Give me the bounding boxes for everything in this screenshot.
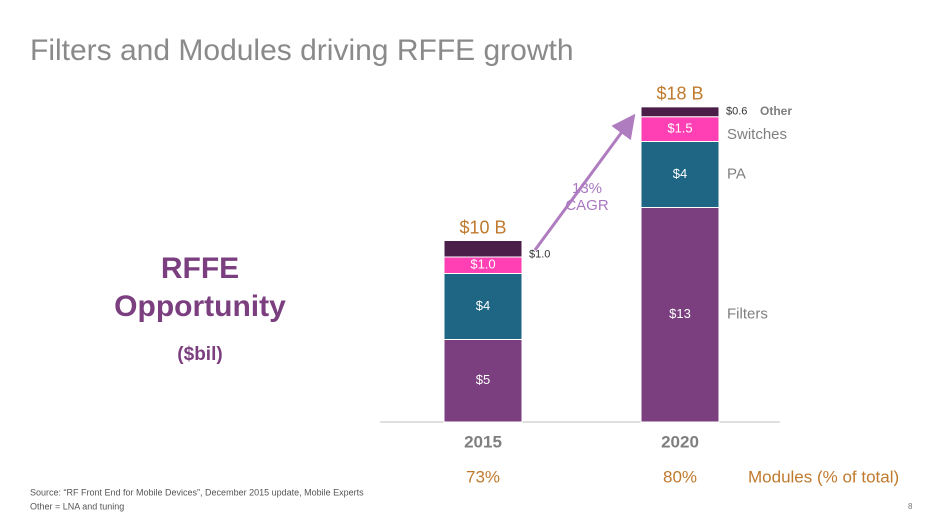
growth-arrow xyxy=(533,113,636,251)
bar-segment xyxy=(640,106,720,118)
modules-value: 80% xyxy=(663,467,697,486)
footnote: Other = LNA and tuning xyxy=(30,501,124,511)
side-title: Opportunity xyxy=(114,290,286,323)
series-label: PA xyxy=(727,165,746,182)
side-title: RFFE xyxy=(161,252,239,285)
x-tick-label: 2015 xyxy=(464,432,502,451)
slide-title: Filters and Modules driving RFFE growth xyxy=(30,34,574,67)
value-label: $13 xyxy=(669,306,691,321)
side-title: ($bil) xyxy=(177,344,222,365)
bar-segment xyxy=(443,240,523,258)
annotation: 13% xyxy=(572,180,602,197)
value-label: $1.5 xyxy=(667,121,692,136)
value-label: $4 xyxy=(673,166,687,181)
modules-value: 73% xyxy=(466,467,500,486)
x-tick-label: 2020 xyxy=(661,432,699,451)
total-label: $18 B xyxy=(656,84,703,104)
total-label: $10 B xyxy=(459,217,506,237)
value-label: $0.6 xyxy=(726,106,747,118)
value-label: $1.0 xyxy=(470,257,495,272)
series-label: Other xyxy=(760,104,792,118)
page-number: 8 xyxy=(908,502,913,511)
value-label: $1.0 xyxy=(529,249,550,261)
annotation: CAGR xyxy=(565,197,609,214)
footnote: Source: “RF Front End for Mobile Devices… xyxy=(30,487,364,497)
series-label: Switches xyxy=(727,126,787,143)
series-label: Filters xyxy=(727,306,768,323)
modules-label: Modules (% of total) xyxy=(748,467,899,486)
value-label: $4 xyxy=(476,298,490,313)
bar-segment xyxy=(443,339,523,423)
value-label: $5 xyxy=(476,372,490,387)
